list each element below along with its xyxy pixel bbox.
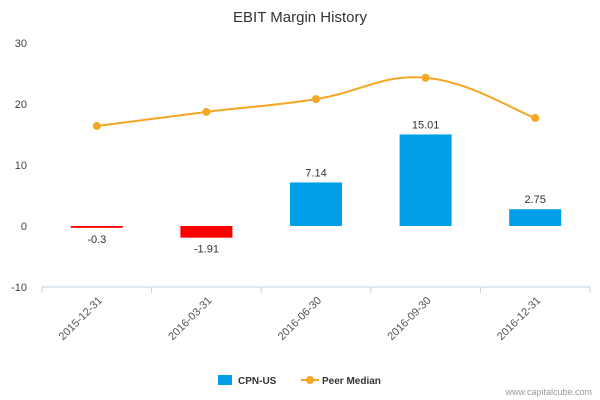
bar [509,209,562,226]
line-series [92,73,540,130]
peer-median-point [202,107,211,116]
x-tick-label: 2016-03-31 [166,295,214,343]
bar-data-label: -0.3 [87,234,106,246]
bar-data-label: 7.14 [305,167,326,179]
legend-label-cpn-us[interactable]: CPN-US [238,376,277,387]
legend: CPN-US Peer Median [218,375,381,387]
bar [70,226,123,228]
peer-median-point [421,73,430,82]
y-tick-label: 10 [15,160,27,172]
x-tick-label: 2016-06-30 [276,295,324,343]
bar-data-label: 15.01 [412,119,440,131]
chart-title: EBIT Margin History [233,9,367,26]
y-tick-label: 20 [15,99,27,111]
legend-swatch-peer-median-marker [306,376,314,384]
bar [290,182,342,226]
bar [180,226,233,238]
bar-data-label: -1.91 [194,244,219,256]
y-tick-label: -10 [11,282,27,294]
legend-swatch-cpn-us [218,375,232,385]
bar-series: -0.3 -1.91 7.14 15.01 2.75 [70,119,562,256]
y-tick-label: 0 [21,221,27,233]
peer-median-point [312,95,320,104]
peer-median-point [531,114,540,123]
x-tick-label: 2016-09-30 [385,295,433,343]
x-tick-label: 2015-12-31 [57,295,105,343]
y-tick-label: 30 [15,38,27,50]
legend-label-peer-median[interactable]: Peer Median [322,376,381,387]
peer-median-point [92,121,101,130]
credit-text: www.capitalcube.com [504,387,592,397]
x-tick-label: 2016-12-31 [495,295,543,343]
bar-data-label: 2.75 [524,194,545,206]
bar [399,134,452,226]
